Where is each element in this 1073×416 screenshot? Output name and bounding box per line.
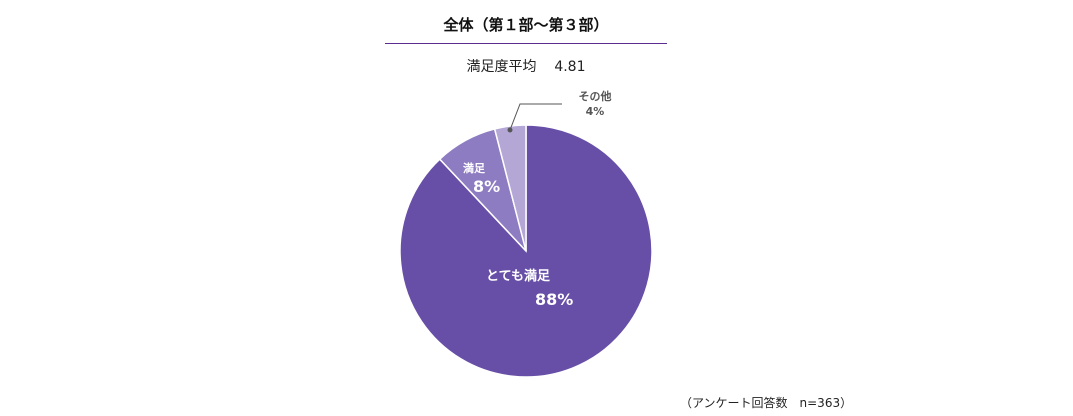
leader-line	[509, 103, 562, 131]
leader-dot	[507, 127, 513, 133]
slice-label-0: とても満足	[486, 268, 551, 284]
average-value: 4.81	[554, 59, 586, 75]
pie-slice-2	[493, 124, 527, 252]
slice-value-2: 4%	[586, 105, 605, 118]
slice-label-1: 満足	[463, 161, 486, 175]
chart-title: 全体（第１部～第３部）	[443, 16, 609, 34]
slice-label-2: その他	[579, 89, 612, 103]
slice-value-0: 88%	[535, 290, 573, 309]
title-divider	[385, 43, 667, 44]
response-count-note: （アンケート回答数 n=363）	[680, 396, 853, 410]
pie-slice-0	[399, 124, 653, 378]
slice-value-1: 8%	[473, 177, 500, 196]
satisfaction-average: 満足度平均 4.81	[385, 56, 667, 76]
average-label: 満足度平均	[466, 59, 537, 75]
